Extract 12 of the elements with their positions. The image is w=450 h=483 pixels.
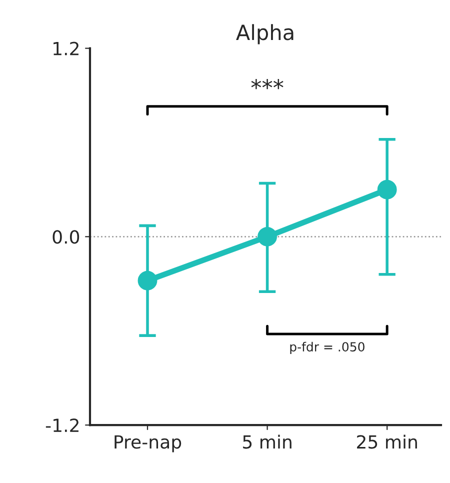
annotation: *** — [251, 78, 284, 90]
point — [377, 180, 397, 200]
point — [258, 226, 278, 246]
x-tick-label: 25 min — [357, 434, 417, 449]
chart-title: Alpha — [236, 24, 294, 44]
annotation: p-fdr = .050 — [290, 342, 364, 354]
x-tick-label: Pre-nap — [114, 435, 182, 452]
y-tick-label: -1.2 — [46, 418, 78, 432]
y-tick-label: 0.0 — [52, 230, 80, 244]
point — [138, 270, 158, 290]
x-tick-label: 5 min — [243, 434, 292, 449]
y-tick-label: 1.2 — [54, 42, 78, 56]
